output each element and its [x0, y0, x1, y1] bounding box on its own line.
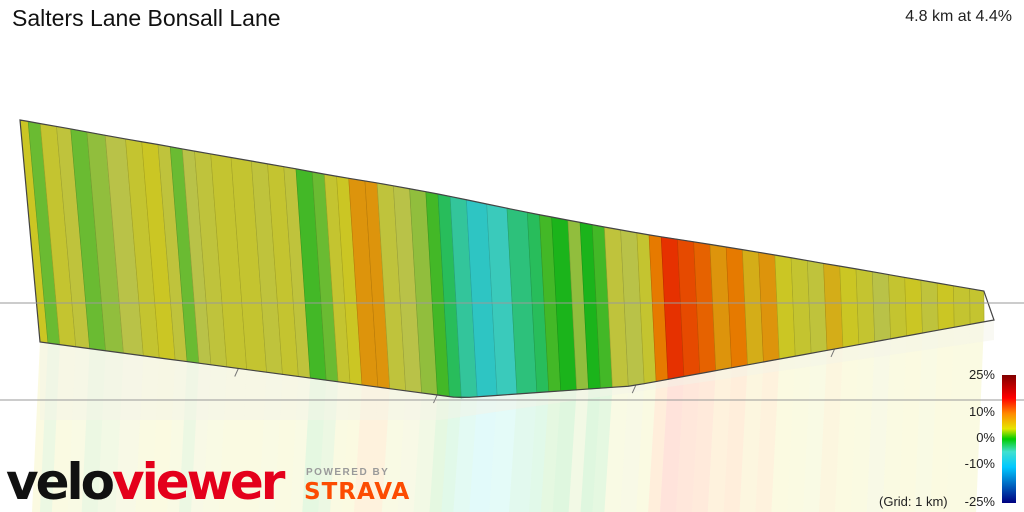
reflection-slice — [898, 333, 923, 512]
profile-reflection — [32, 321, 985, 512]
profile-outline — [19, 119, 995, 398]
grade-slice — [953, 285, 971, 328]
reflection-slice — [739, 361, 764, 512]
reflection-slice — [568, 389, 589, 512]
reflection-slice — [528, 391, 549, 512]
powered-by-text: POWERED BY — [306, 467, 390, 478]
grade-slice — [855, 268, 876, 345]
grid-note: (Grid: 1 km) — [879, 494, 948, 509]
reflection-slice — [552, 389, 577, 512]
reflection-slice — [723, 364, 748, 512]
horizontal-reference-lines — [0, 302, 1024, 401]
grade-slice — [904, 277, 923, 337]
grade-slice — [969, 288, 985, 325]
reflection-slice — [604, 386, 629, 512]
reflection-slice — [580, 388, 601, 512]
reflection-slice — [636, 381, 657, 512]
reflection-slice — [755, 359, 780, 512]
reflection-slice — [946, 324, 971, 512]
gradient-legend-bar — [1002, 375, 1016, 503]
reflection-slice — [707, 367, 732, 512]
logo-velo: velo — [6, 453, 115, 511]
base-shadow — [40, 320, 994, 420]
legend-label-25: 25% — [968, 367, 995, 382]
reflection-slice — [429, 395, 450, 512]
segment-summary: 4.8 km at 4.4% — [905, 8, 1012, 25]
grade-slice — [920, 279, 939, 334]
reflection-slice — [540, 390, 561, 512]
grade-slice — [936, 282, 955, 331]
reflection-slice — [691, 370, 716, 512]
reflection-slice — [413, 392, 438, 512]
reflection-slice — [787, 353, 812, 512]
legend-label-0: 0% — [976, 430, 995, 445]
reflection-slice — [930, 327, 955, 512]
reflection-slice — [592, 387, 613, 512]
logo-viewer: viewer — [112, 453, 285, 511]
reflection-slice — [882, 335, 907, 512]
reflection-slice — [469, 395, 498, 512]
segment-title: Salters Lane Bonsall Lane — [12, 5, 281, 31]
reflection-slice — [866, 338, 891, 512]
reflection-slice — [914, 330, 939, 512]
grade-slice — [871, 271, 891, 343]
grade-slice — [888, 274, 907, 340]
veloviewer-logo[interactable]: veloviewer — [6, 452, 285, 512]
profile-base-face — [40, 320, 994, 420]
legend-label-10: 10% — [968, 404, 995, 419]
reflection-slice — [620, 383, 645, 512]
reflection-slice — [648, 379, 669, 512]
grade-slice — [839, 265, 860, 348]
reflection-slice — [489, 394, 517, 512]
reflection-slice — [441, 396, 462, 512]
strava-logo[interactable]: STRAVA — [304, 479, 411, 505]
reflection-slice — [962, 321, 985, 512]
legend-label-minus-10: -10% — [964, 456, 995, 471]
reflection-slice — [834, 344, 859, 512]
reflection-slice — [803, 350, 828, 512]
reflection-slice — [675, 373, 700, 512]
reflection-slice — [453, 396, 478, 512]
reflection-slice — [850, 341, 875, 512]
reflection-slice — [509, 392, 537, 512]
reflection-slice — [397, 390, 422, 512]
reflection-slice — [660, 376, 684, 512]
profile-slices — [19, 119, 985, 399]
reflection-slice — [771, 356, 796, 512]
legend-label-minus-25: -25% — [964, 494, 995, 509]
reflection-slice — [819, 347, 843, 512]
